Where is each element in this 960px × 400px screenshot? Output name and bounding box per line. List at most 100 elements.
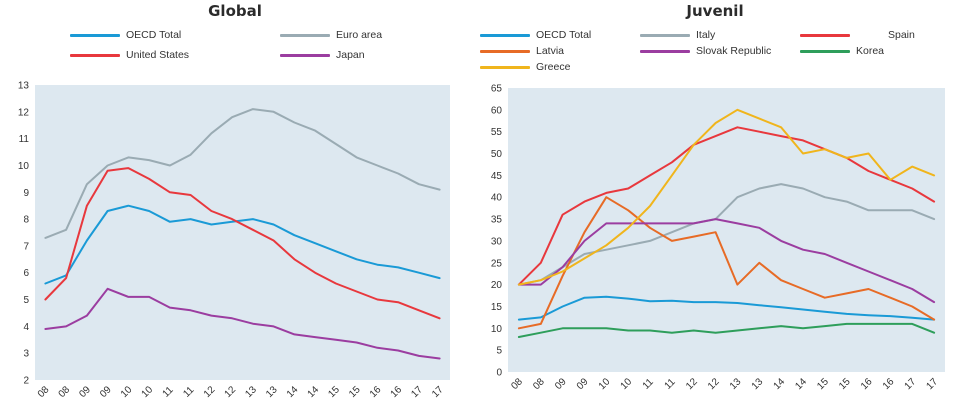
legend-label: Japan: [336, 49, 365, 61]
series-line: [44, 167, 441, 320]
y-tick-label: 12: [18, 107, 30, 118]
y-tick-label: 10: [491, 324, 503, 335]
legend-label: Greece: [536, 61, 571, 73]
plot-background: [508, 88, 945, 372]
series-line: [517, 218, 936, 304]
x-tick-label: 17: [924, 376, 940, 392]
y-tick-label: 3: [23, 349, 29, 360]
x-tick-label: 10: [119, 384, 135, 400]
legend-swatch: [280, 34, 330, 37]
x-tick-label: 16: [859, 376, 875, 392]
y-tick-label: 10: [18, 161, 30, 172]
x-tick-label: 08: [36, 384, 52, 400]
y-tick-label: 7: [23, 241, 29, 252]
x-tick-label: 15: [815, 376, 831, 392]
x-tick-label: 16: [881, 376, 897, 392]
x-tick-label: 15: [837, 376, 853, 392]
x-tick-label: 11: [181, 384, 196, 399]
legend-swatch: [480, 50, 530, 53]
x-tick-label: 09: [575, 376, 591, 392]
x-tick-label: 13: [243, 384, 259, 400]
y-tick-label: 60: [491, 105, 503, 116]
series-line: [517, 183, 936, 286]
x-tick-label: 16: [389, 384, 405, 400]
y-tick-label: 55: [491, 127, 503, 138]
x-tick-label: 13: [728, 376, 744, 392]
x-tick-label: 17: [409, 384, 425, 400]
y-tick-label: 15: [491, 302, 503, 313]
y-tick-label: 0: [496, 368, 502, 379]
x-tick-label: 09: [553, 376, 569, 392]
x-tick-label: 13: [750, 376, 766, 392]
series-line: [517, 196, 936, 330]
y-tick-label: 30: [491, 236, 503, 247]
y-tick-label: 20: [491, 280, 503, 291]
legend-swatch: [70, 54, 120, 57]
legend-label: Slovak Republic: [696, 45, 772, 57]
legend-label: Italy: [696, 29, 716, 41]
x-tick-label: 14: [285, 384, 301, 400]
x-tick-label: 14: [306, 384, 322, 400]
y-tick-label: 5: [23, 295, 29, 306]
y-tick-label: 9: [23, 188, 29, 199]
series-line: [517, 322, 936, 338]
y-tick-label: 40: [491, 193, 503, 204]
x-tick-label: 15: [347, 384, 363, 400]
x-tick-label: 13: [264, 384, 280, 400]
legend-swatch: [70, 34, 120, 37]
x-tick-label: 11: [663, 376, 678, 391]
x-tick-label: 09: [98, 384, 114, 400]
legend-label: OECD Total: [536, 29, 592, 41]
y-tick-label: 5: [496, 346, 502, 357]
legend-swatch: [640, 50, 690, 53]
legend-label: Korea: [856, 45, 885, 57]
x-tick-label: 10: [597, 376, 613, 392]
legend-label: Latvia: [536, 45, 565, 57]
x-tick-label: 08: [57, 384, 73, 400]
legend-label: United States: [126, 49, 190, 61]
x-tick-label: 09: [77, 384, 93, 400]
x-tick-label: 12: [223, 384, 239, 400]
series-line: [44, 287, 441, 360]
plot-background: [35, 85, 450, 380]
y-tick-label: 25: [491, 258, 503, 269]
legend-swatch: [800, 50, 850, 53]
x-tick-label: 08: [509, 376, 525, 392]
series-line: [517, 295, 936, 321]
x-tick-label: 12: [706, 376, 722, 392]
x-tick-label: 08: [531, 376, 547, 392]
legend-label: Spain: [888, 29, 915, 41]
chart-title: Global: [208, 2, 262, 20]
series-line: [517, 108, 936, 286]
series-line: [44, 204, 441, 285]
y-tick-label: 65: [491, 84, 503, 95]
legend-swatch: [640, 34, 690, 37]
global-chart-panel: Global OECD Total Euro area United State…: [0, 0, 470, 400]
x-tick-label: 14: [793, 376, 809, 392]
legend-label: Euro area: [336, 29, 383, 41]
x-tick-label: 16: [368, 384, 384, 400]
legend-swatch: [480, 66, 530, 69]
y-tick-label: 2: [23, 376, 29, 387]
x-tick-label: 17: [430, 384, 446, 400]
legend-label: OECD Total: [126, 29, 182, 41]
legend-swatch: [800, 34, 850, 37]
y-tick-label: 45: [491, 171, 503, 182]
x-tick-label: 10: [619, 376, 635, 392]
y-tick-label: 4: [23, 322, 29, 333]
series-line: [44, 108, 441, 239]
x-tick-label: 11: [641, 376, 656, 391]
x-tick-label: 10: [140, 384, 156, 400]
y-tick-label: 35: [491, 215, 503, 226]
y-tick-label: 50: [491, 149, 503, 160]
x-tick-label: 11: [161, 384, 176, 399]
plot-area: 0 5 10 15 20 25 30 35 40 45 50 55 60 65 08 08 09 09 10 10 11…: [491, 84, 945, 392]
legend-swatch: [280, 54, 330, 57]
x-tick-label: 12: [684, 376, 700, 392]
x-tick-label: 14: [772, 376, 788, 392]
chart-title: Juvenil: [686, 2, 744, 20]
x-tick-label: 12: [202, 384, 218, 400]
y-tick-label: 8: [23, 215, 29, 226]
y-tick-label: 11: [19, 134, 30, 145]
y-tick-label: 13: [18, 81, 30, 92]
